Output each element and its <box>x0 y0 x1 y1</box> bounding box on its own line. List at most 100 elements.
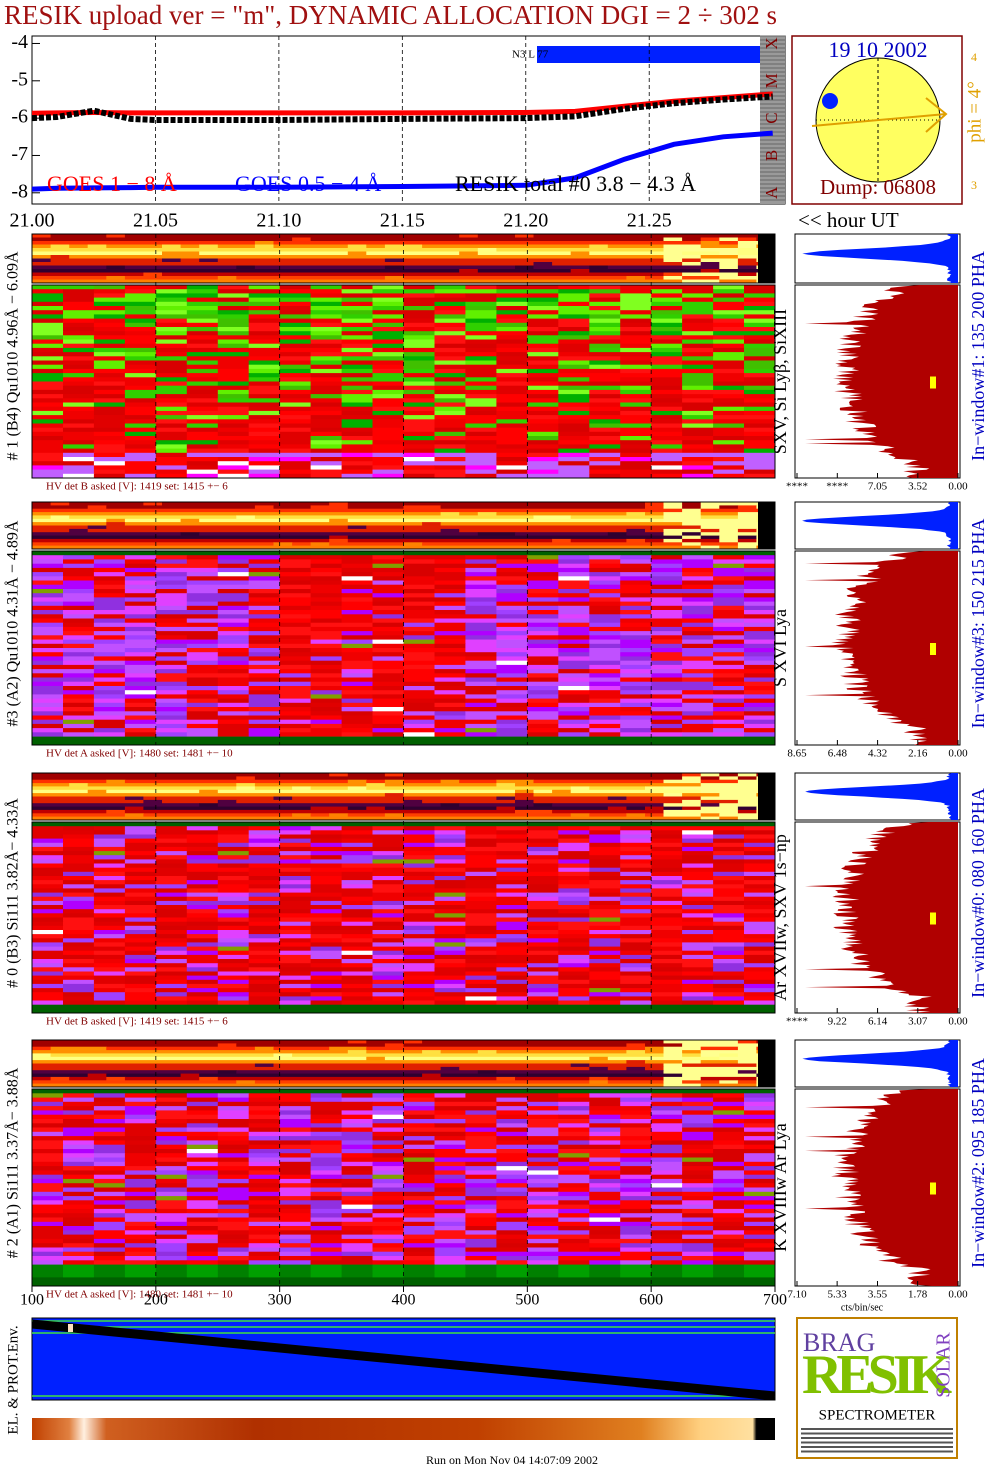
spectrum-map <box>124 988 157 993</box>
spectrum-map <box>63 1243 95 1248</box>
spectrum-map <box>682 385 714 391</box>
spectrum-map <box>589 963 621 968</box>
spectrum-map <box>63 917 95 923</box>
spectrum-map <box>713 880 745 885</box>
spectrum-map <box>620 686 714 691</box>
spectrum-map <box>682 1166 714 1171</box>
spectrum-map <box>63 681 95 687</box>
spectrum-map <box>310 1153 343 1158</box>
spectrum-map <box>527 876 559 881</box>
spectrum-map <box>465 314 497 319</box>
spectrum-map <box>558 954 590 960</box>
spectrum-map <box>155 572 188 577</box>
spectrum-map <box>744 352 776 357</box>
spectrum-map <box>620 1149 652 1154</box>
spectrum-map <box>155 1226 219 1231</box>
spectrum-map <box>744 1251 776 1257</box>
spectrum-map <box>155 364 188 370</box>
spectrum-map <box>310 669 343 674</box>
spectrum-strip <box>459 1066 590 1071</box>
spectrum-strip <box>589 244 609 249</box>
spectrum-strip <box>682 535 702 540</box>
spectrum-map <box>682 954 714 960</box>
spectrum-map <box>558 419 590 424</box>
spectrum-map <box>589 888 621 893</box>
spectrum-map <box>682 950 714 956</box>
spectrum-map <box>434 1136 466 1141</box>
spectrum-map <box>496 1221 528 1227</box>
spectrum-map <box>651 473 683 479</box>
spectrum-strip <box>32 1053 52 1058</box>
spectrum-map <box>527 884 559 889</box>
spectrum-map <box>32 681 64 687</box>
spectrum-map <box>186 419 219 424</box>
spectrum-map <box>93 673 126 678</box>
spectrum-map <box>186 959 219 964</box>
spectrum-map <box>217 1260 250 1265</box>
spectrum-map <box>248 702 281 708</box>
spectrum-map <box>124 971 157 977</box>
spectrum-map <box>465 347 497 353</box>
spectrum-map <box>713 1208 745 1214</box>
spectrum-map <box>713 335 745 340</box>
spectrum-map <box>186 584 281 590</box>
spectrum-strip <box>533 515 572 520</box>
spectrum-map <box>32 1204 95 1210</box>
spectrum-map <box>155 567 219 573</box>
spectrum-map <box>186 448 250 454</box>
spectrum-map <box>155 888 188 893</box>
spectrum-map <box>713 618 745 624</box>
spectrum-strip <box>32 813 126 818</box>
spectrum-map <box>186 1230 219 1235</box>
spectrum-map <box>372 826 404 831</box>
spectrum-map <box>93 419 126 424</box>
spectrum-map <box>248 690 281 695</box>
spectrum-map <box>434 677 466 683</box>
spectrum-strip <box>515 789 535 794</box>
spectrum-map <box>217 576 250 581</box>
spectrum-map <box>341 988 404 993</box>
spectrum-map <box>465 1178 497 1184</box>
spectrum-map <box>310 614 343 619</box>
spectrum-map <box>651 601 714 607</box>
spectrum-map <box>620 589 652 594</box>
spectrum-map <box>310 648 343 653</box>
spectrum-map <box>589 934 621 939</box>
spectrum-strip <box>32 803 200 807</box>
spectrum-map <box>279 975 312 981</box>
spectrum-map <box>558 327 590 332</box>
spectrum-map <box>713 1097 745 1103</box>
spectrum-map <box>465 1230 497 1235</box>
spectrum-map <box>341 896 374 902</box>
spectrum-map <box>651 1153 683 1158</box>
spectrum-map <box>496 1161 528 1167</box>
spectrum-map <box>589 880 621 885</box>
spectrum-map <box>155 1234 188 1240</box>
spectrum-map <box>713 1251 745 1257</box>
spectrum-map <box>124 563 157 569</box>
spectrum-map <box>341 909 374 914</box>
spectrum-map <box>589 473 621 479</box>
spectrum-map <box>651 1191 683 1197</box>
spectrum-map <box>248 1268 281 1274</box>
spectrum-map <box>372 954 404 960</box>
spectrum-map <box>620 639 652 645</box>
spectrum-map <box>372 851 404 856</box>
spectrum-strip <box>737 265 757 270</box>
spectrum-map <box>589 461 621 466</box>
spectrum-map <box>248 884 281 889</box>
spectrum-map <box>124 983 157 989</box>
spectrum-strip <box>477 532 516 536</box>
spectrum-strip <box>292 542 312 547</box>
spectrum-map <box>279 1114 312 1120</box>
spectrum-map <box>527 996 559 1001</box>
spectrum-map <box>63 1208 95 1214</box>
spectrum-map <box>403 942 435 947</box>
spectrum-map <box>496 1208 528 1214</box>
spectrum-map <box>527 921 559 927</box>
spectrum-map <box>93 876 126 881</box>
spectrum-map <box>558 1264 590 1270</box>
spectrum-map <box>63 896 95 902</box>
spectrum-map <box>372 1110 404 1116</box>
spectrum-map <box>682 327 714 332</box>
